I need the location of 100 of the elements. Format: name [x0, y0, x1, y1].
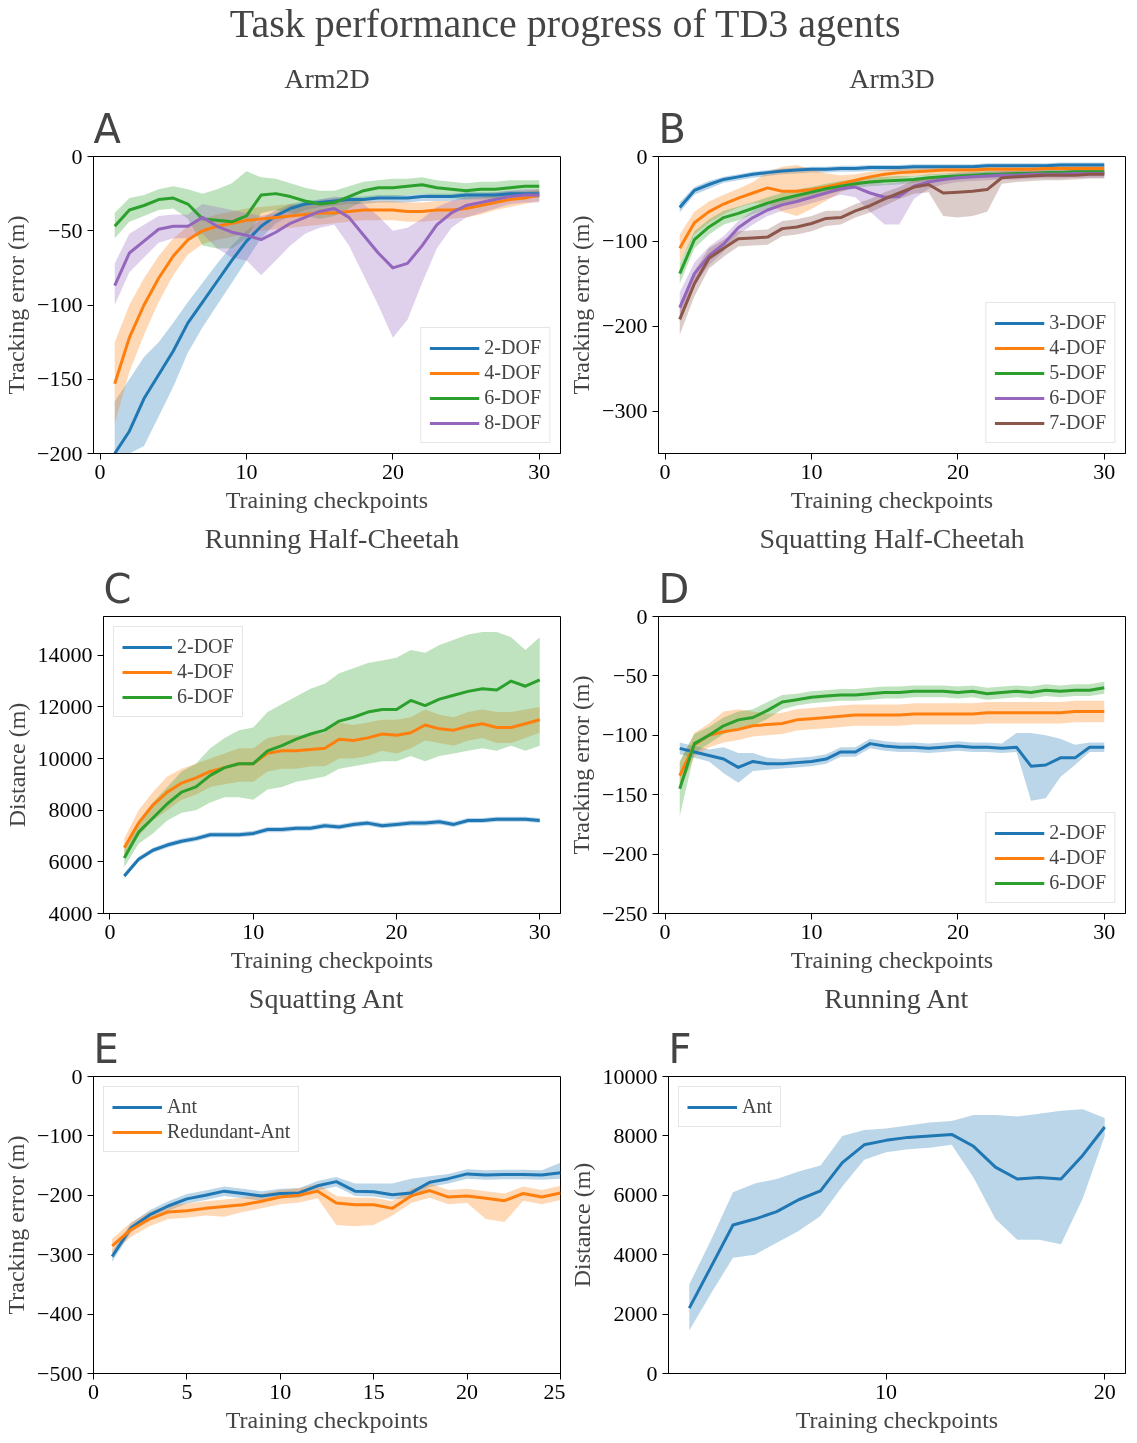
x-tick-label: 30	[1093, 458, 1116, 484]
text: Task performance progress of TD3 agents	[229, 0, 901, 46]
x-tick-label: 20	[946, 458, 969, 484]
y-tick-label: 4000	[613, 1241, 658, 1267]
x-tick-label: 5	[181, 1378, 193, 1404]
legend-label: 6-DOF	[177, 685, 234, 708]
y-tick-label: 0	[636, 603, 648, 629]
chart-title: Squatting Half-Cheetah	[759, 522, 1025, 554]
x-tick-label: 10	[800, 918, 823, 944]
y-tick-label: 0	[71, 1063, 83, 1089]
x-tick-label: 10	[875, 1378, 898, 1404]
line-series	[113, 193, 541, 386]
y-tick-label: 0	[636, 143, 648, 169]
line-series	[678, 166, 1106, 250]
x-tick-label: 0	[104, 918, 116, 944]
y-tick-label: 6000	[613, 1182, 658, 1208]
y-tick-label: −150	[602, 781, 648, 807]
y-axis-title: Tracking error (m)	[3, 1135, 30, 1315]
y-tick-label: 4000	[48, 900, 93, 926]
legend-label: 4-DOF	[177, 660, 234, 683]
y-tick-label: 2000	[613, 1301, 658, 1327]
y-tick-label: 8000	[613, 1122, 658, 1148]
y-axis-title: Distance (m)	[568, 1162, 595, 1288]
legend-label: 4-DOF	[1049, 846, 1106, 869]
line-series	[678, 686, 1106, 791]
y-tick-label: 6000	[48, 848, 93, 874]
x-tick-label: 10	[242, 918, 265, 944]
y-tick-label: −500	[37, 1360, 83, 1386]
y-tick-label: −200	[37, 1182, 83, 1208]
y-tick-label: −200	[37, 440, 83, 466]
text: C	[103, 565, 132, 612]
x-tick-label: 20	[946, 918, 969, 944]
legend-label: 4-DOF	[484, 361, 541, 384]
legend-label: 8-DOF	[484, 411, 541, 434]
line-series	[678, 710, 1106, 778]
legend-label: Ant	[742, 1095, 772, 1118]
chart-title: Running Ant	[824, 982, 969, 1014]
x-tick-label: 25	[543, 1378, 566, 1404]
line-series	[122, 678, 542, 860]
line-series	[113, 183, 541, 228]
line-series	[110, 1189, 561, 1248]
y-tick-label: −100	[37, 1122, 83, 1148]
text: F	[668, 1025, 692, 1072]
legend-label: Ant	[167, 1095, 197, 1118]
text: E	[93, 1025, 119, 1072]
legend-label: 6-DOF	[1049, 386, 1106, 409]
x-tick-label: 30	[528, 918, 551, 944]
chart-title: Arm3D	[849, 62, 935, 94]
x-axis-title: Training checkpoints	[225, 1406, 429, 1433]
x-tick-label: 10	[235, 458, 258, 484]
y-tick-label: −100	[602, 228, 648, 254]
y-tick-label: −100	[602, 722, 648, 748]
y-tick-label: 12000	[37, 693, 93, 719]
text: D	[658, 565, 690, 612]
legend-label: Redundant-Ant	[167, 1120, 291, 1143]
legend-label: 4-DOF	[1049, 336, 1106, 359]
legend-label: 2-DOF	[484, 336, 541, 359]
y-tick-label: 0	[71, 143, 83, 169]
legend-label: 6-DOF	[1049, 871, 1106, 894]
y-tick-label: 10000	[37, 745, 93, 771]
text: A	[93, 105, 122, 152]
y-tick-label: 8000	[48, 797, 93, 823]
x-tick-label: 30	[1093, 918, 1116, 944]
chart-title: Arm2D	[284, 62, 370, 94]
chart-title: Running Half-Cheetah	[204, 522, 460, 554]
y-tick-label: −200	[602, 841, 648, 867]
x-tick-label: 20	[385, 918, 408, 944]
y-tick-label: 0	[646, 1360, 658, 1386]
x-tick-label: 30	[528, 458, 551, 484]
x-tick-label: 20	[381, 458, 404, 484]
x-axis-title: Training checkpoints	[225, 486, 429, 513]
line-series	[678, 742, 1106, 769]
y-tick-label: 10000	[602, 1063, 658, 1089]
y-tick-label: −200	[602, 313, 648, 339]
y-tick-label: −250	[602, 900, 648, 926]
y-tick-label: −400	[37, 1301, 83, 1327]
x-axis-title: Training checkpoints	[230, 946, 434, 973]
y-tick-label: −150	[37, 366, 83, 392]
y-tick-label: −50	[613, 662, 648, 688]
y-tick-label: −300	[602, 398, 648, 424]
line-series	[113, 193, 541, 288]
x-axis-title: Training checkpoints	[790, 486, 994, 513]
x-tick-label: 10	[269, 1378, 292, 1404]
chart-title: Squatting Ant	[248, 982, 404, 1014]
legend-label: 6-DOF	[484, 386, 541, 409]
y-axis-title: Distance (m)	[3, 702, 30, 828]
x-tick-label: 20	[456, 1378, 479, 1404]
x-axis-title: Training checkpoints	[790, 946, 994, 973]
y-axis-title: Tracking error (m)	[3, 215, 30, 395]
y-axis-title: Tracking error (m)	[568, 675, 595, 855]
y-tick-label: 14000	[37, 642, 93, 668]
legend-label: 2-DOF	[1049, 821, 1106, 844]
x-axis-title: Training checkpoints	[795, 1406, 999, 1433]
y-tick-label: −100	[37, 292, 83, 317]
line-series	[687, 1125, 1107, 1310]
legend-label: 2-DOF	[177, 635, 234, 658]
x-tick-label: 15	[362, 1378, 385, 1404]
text: B	[658, 105, 686, 152]
x-tick-label: 10	[800, 458, 823, 484]
y-tick-label: −50	[48, 217, 83, 243]
